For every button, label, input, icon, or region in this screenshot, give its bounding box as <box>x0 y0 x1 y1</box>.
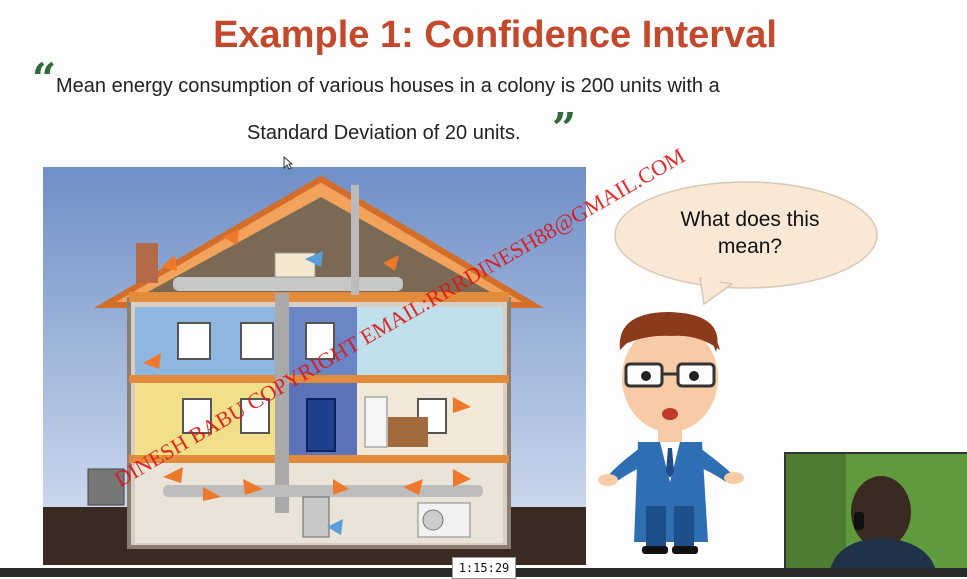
speech-bubble <box>614 181 878 306</box>
speech-bubble-text: What does this mean? <box>640 206 860 260</box>
quote-line-2: Standard Deviation of 20 units. <box>247 122 521 144</box>
quote-line-1: Mean energy consumption of various house… <box>56 75 720 97</box>
video-timestamp: 1:15:29 <box>452 557 516 579</box>
bubble-line-1: What does this <box>680 208 820 231</box>
bubble-line-2: mean? <box>717 235 783 258</box>
house-illustration <box>43 167 586 565</box>
presenter-video <box>786 454 967 570</box>
open-quote-icon: “ <box>32 54 57 103</box>
mouse-cursor-icon <box>283 156 293 170</box>
cartoon-man-figure <box>598 312 744 554</box>
close-quote-icon: ” <box>552 104 577 153</box>
slide-title: Example 1: Confidence Interval <box>213 14 777 56</box>
webcam-overlay[interactable] <box>784 452 967 570</box>
